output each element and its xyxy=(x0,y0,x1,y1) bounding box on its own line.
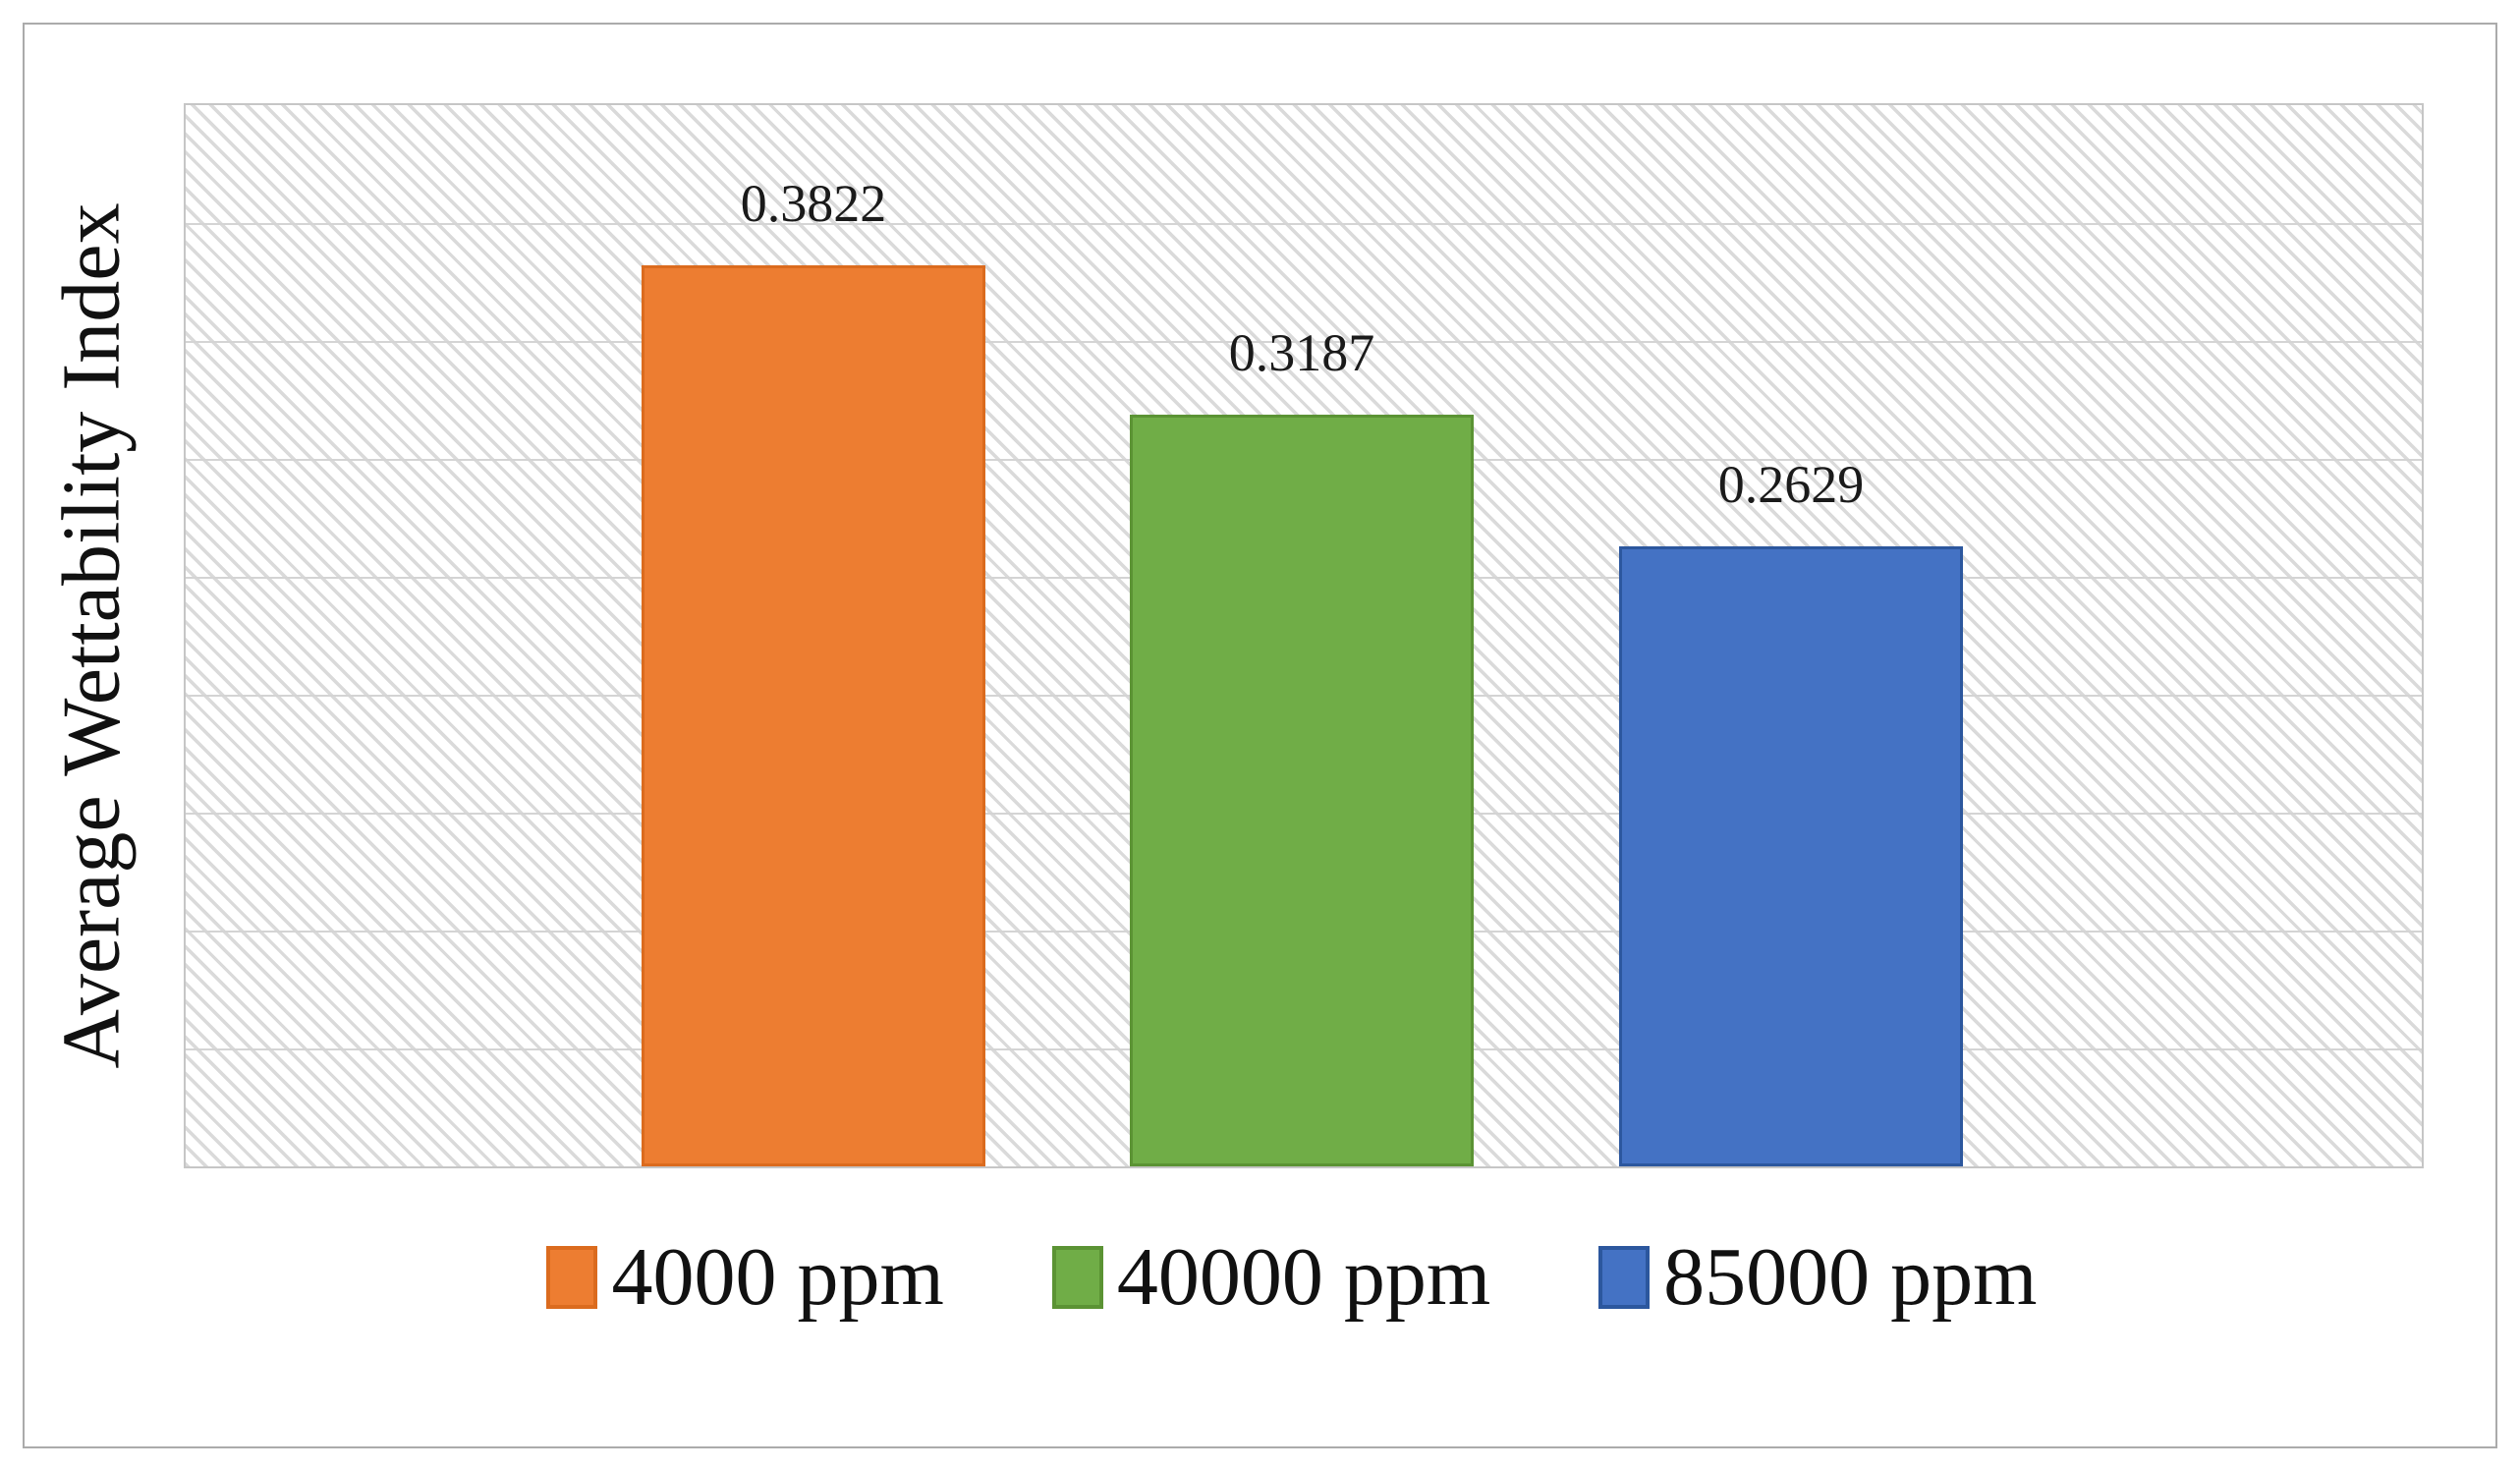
y-axis-title-text: Average Wettability Index xyxy=(46,202,139,1069)
bar-40000ppm xyxy=(1130,415,1474,1166)
figure-border xyxy=(23,23,2497,1448)
legend-label-85000ppm: 85000 ppm xyxy=(1663,1231,2038,1323)
bar-group-85000ppm: 0.2629 xyxy=(1619,105,1963,1166)
legend-swatch-85000ppm xyxy=(1598,1246,1651,1309)
legend-swatch-40000ppm xyxy=(1051,1246,1103,1309)
bar-value-label-40000ppm: 0.3187 xyxy=(1228,323,1375,383)
legend-item-4000ppm: 4000 ppm xyxy=(546,1231,944,1323)
bar-value-label-85000ppm: 0.2629 xyxy=(1717,455,1865,515)
legend-item-85000ppm: 85000 ppm xyxy=(1598,1231,2038,1323)
plot-area: 0.3822 0.3187 0.2629 xyxy=(184,103,2424,1168)
gridline xyxy=(186,341,2422,343)
legend-swatch-4000ppm xyxy=(546,1246,598,1309)
legend: 4000 ppm 40000 ppm 85000 ppm xyxy=(64,1223,2520,1331)
bar-85000ppm xyxy=(1619,546,1963,1166)
legend-label-40000ppm: 40000 ppm xyxy=(1116,1231,1491,1323)
legend-item-40000ppm: 40000 ppm xyxy=(1051,1231,1491,1323)
y-axis-title: Average Wettability Index xyxy=(8,103,177,1168)
bar-group-40000ppm: 0.3187 xyxy=(1130,105,1474,1166)
gridline xyxy=(186,223,2422,225)
bar-4000ppm xyxy=(642,264,985,1166)
bar-group-4000ppm: 0.3822 xyxy=(642,105,985,1166)
bar-value-label-4000ppm: 0.3822 xyxy=(740,173,887,233)
legend-label-4000ppm: 4000 ppm xyxy=(611,1231,944,1323)
